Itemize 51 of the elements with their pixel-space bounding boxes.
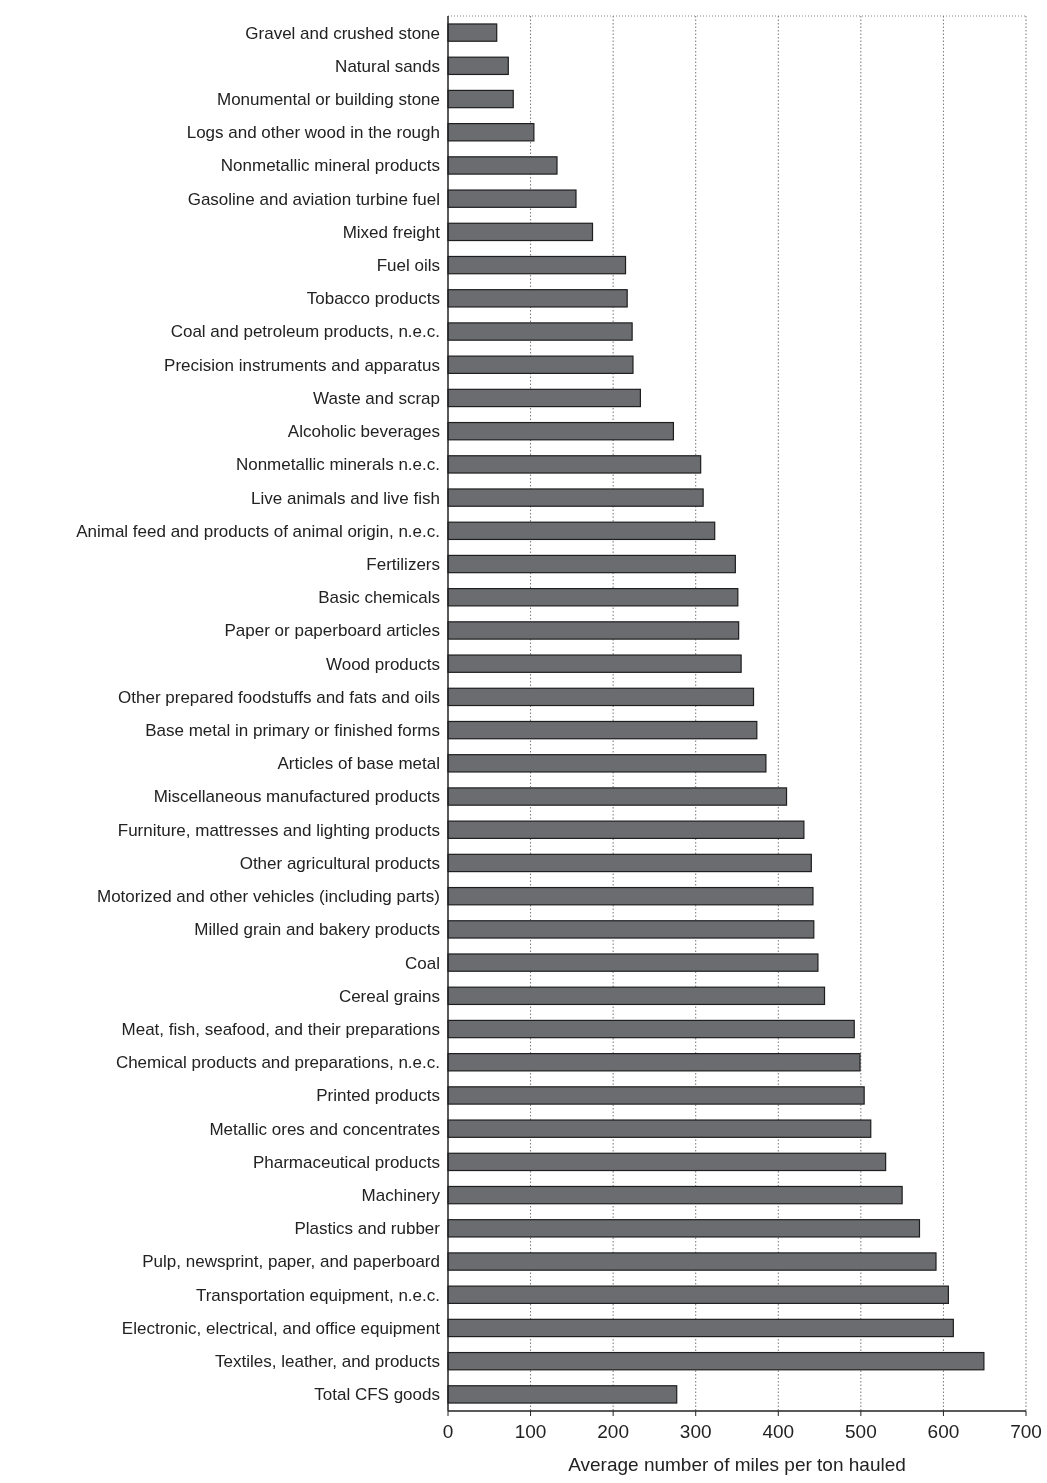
- y-tick-label: Electronic, electrical, and office equipment: [121, 1318, 441, 1338]
- y-tick-label: Base metal in primary or finished forms: [145, 721, 440, 741]
- y-tick-label: Precision instruments and apparatus: [164, 355, 440, 375]
- y-tick-label: Natural sands: [335, 56, 440, 76]
- y-tick-label: Cereal grains: [338, 986, 440, 1006]
- y-tick-label: Basic chemicals: [318, 588, 440, 608]
- y-tick-label: Articles of base metal: [277, 754, 440, 774]
- y-tick-label: Nonmetallic mineral products: [220, 156, 440, 176]
- x-tick-label: 100: [514, 1421, 547, 1442]
- y-tick-label: Motorized and other vehicles (including parts): [96, 887, 440, 907]
- y-tick-label: Milled grain and bakery products: [194, 920, 440, 940]
- x-tick-label: 200: [597, 1421, 629, 1442]
- y-tick-label: Chemical products and preparations, n.e.c.: [115, 1053, 440, 1073]
- y-tick-label: Fuel oils: [376, 256, 440, 276]
- y-tick-label: Gravel and crushed stone: [245, 23, 440, 43]
- y-tick-label: Logs and other wood in the rough: [186, 123, 440, 143]
- y-tick-label: Nonmetallic minerals n.e.c.: [235, 455, 440, 475]
- y-tick-label: Textiles, leather, and products: [215, 1352, 440, 1372]
- y-tick-label: Mixed freight: [342, 222, 441, 242]
- x-tick-label: 0: [442, 1421, 454, 1442]
- y-tick-label: Metallic ores and concentrates: [209, 1119, 440, 1139]
- y-tick-label: Other agricultural products: [239, 853, 440, 873]
- x-tick-label: 500: [845, 1421, 877, 1442]
- x-tick-label: 300: [679, 1421, 712, 1442]
- y-tick-label: Pulp, newsprint, paper, and paperboard: [142, 1252, 440, 1272]
- y-tick-label: Printed products: [316, 1086, 440, 1106]
- y-tick-label: Furniture, mattresses and lighting products: [117, 820, 440, 840]
- y-tick-label: Machinery: [361, 1186, 441, 1206]
- y-tick-label: Meat, fish, seafood, and their preparations: [121, 1019, 440, 1039]
- x-tick-label: 700: [1010, 1421, 1042, 1442]
- x-axis-title: Average number of miles per ton hauled: [568, 1454, 906, 1475]
- y-tick-label: Other prepared foodstuffs and fats and oils: [118, 687, 440, 707]
- y-tick-label: Coal: [405, 953, 440, 973]
- y-tick-label: Alcoholic beverages: [287, 422, 440, 442]
- y-tick-label: Coal and petroleum products, n.e.c.: [170, 322, 440, 342]
- y-tick-label: Wood products: [325, 654, 440, 674]
- y-tick-label: Gasoline and aviation turbine fuel: [187, 189, 440, 209]
- y-tick-label: Plastics and rubber: [294, 1219, 441, 1239]
- y-tick-label: Tobacco products: [306, 289, 440, 309]
- y-tick-label: Total CFS goods: [314, 1385, 440, 1405]
- y-tick-label: Fertilizers: [366, 554, 440, 574]
- x-tick-label: 600: [927, 1421, 960, 1442]
- x-tick-label: 400: [762, 1421, 795, 1442]
- y-tick-label: Paper or paperboard articles: [224, 621, 440, 641]
- y-tick-label: Miscellaneous manufactured products: [153, 787, 440, 807]
- y-tick-label: Animal feed and products of animal origin, n.e.c.: [76, 521, 440, 541]
- y-tick-label: Monumental or building stone: [216, 89, 440, 109]
- y-tick-label: Transportation equipment, n.e.c.: [195, 1285, 440, 1305]
- y-tick-label: Live animals and live fish: [251, 488, 440, 508]
- y-tick-label: Waste and scrap: [313, 388, 440, 408]
- y-tick-label: Pharmaceutical products: [252, 1152, 440, 1172]
